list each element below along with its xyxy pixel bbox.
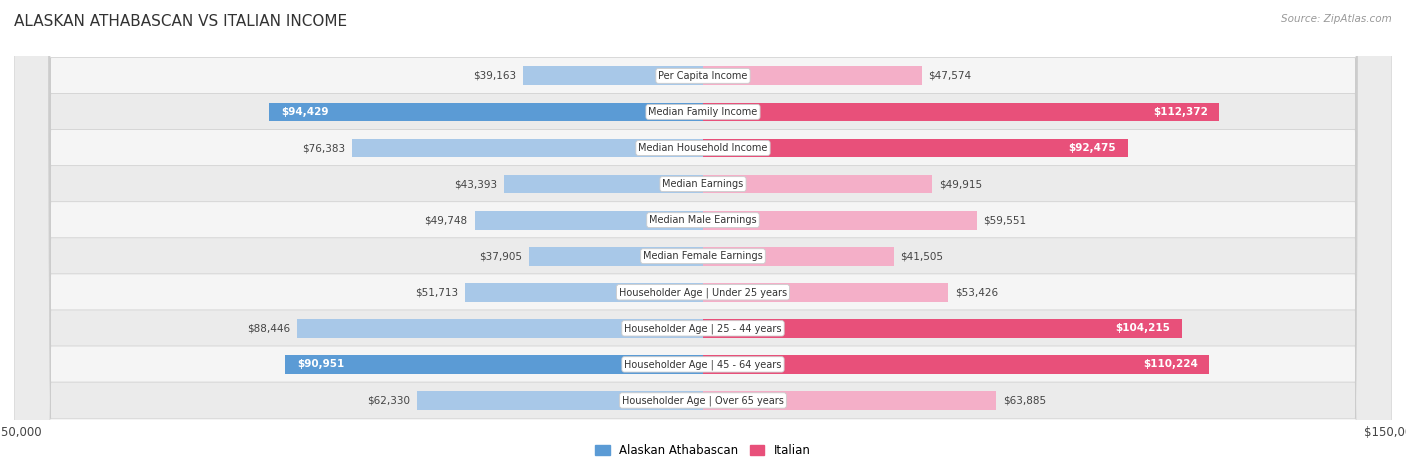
Bar <box>703 211 977 229</box>
Text: $53,426: $53,426 <box>955 287 998 297</box>
Text: $94,429: $94,429 <box>281 107 328 117</box>
Text: $62,330: $62,330 <box>367 396 409 405</box>
Text: ALASKAN ATHABASCAN VS ITALIAN INCOME: ALASKAN ATHABASCAN VS ITALIAN INCOME <box>14 14 347 29</box>
Bar <box>270 103 703 121</box>
Text: $49,915: $49,915 <box>939 179 983 189</box>
Text: $88,446: $88,446 <box>247 323 290 333</box>
Bar <box>503 175 703 193</box>
FancyBboxPatch shape <box>14 0 1392 467</box>
Text: $63,885: $63,885 <box>1004 396 1046 405</box>
FancyBboxPatch shape <box>14 0 1392 467</box>
FancyBboxPatch shape <box>14 0 1392 467</box>
Text: $59,551: $59,551 <box>983 215 1026 225</box>
Bar <box>703 66 921 85</box>
Bar <box>703 175 932 193</box>
FancyBboxPatch shape <box>14 0 1392 467</box>
Bar <box>703 103 1219 121</box>
Text: Householder Age | 45 - 64 years: Householder Age | 45 - 64 years <box>624 359 782 370</box>
FancyBboxPatch shape <box>14 0 1392 467</box>
Bar <box>352 139 703 157</box>
Text: Median Male Earnings: Median Male Earnings <box>650 215 756 225</box>
Text: Median Household Income: Median Household Income <box>638 143 768 153</box>
FancyBboxPatch shape <box>14 0 1392 467</box>
Text: Source: ZipAtlas.com: Source: ZipAtlas.com <box>1281 14 1392 24</box>
Bar <box>703 247 894 266</box>
Bar <box>416 391 703 410</box>
FancyBboxPatch shape <box>14 0 1392 467</box>
Bar <box>703 391 997 410</box>
Text: $51,713: $51,713 <box>415 287 458 297</box>
Bar <box>703 283 949 302</box>
Text: $92,475: $92,475 <box>1069 143 1116 153</box>
Text: Median Earnings: Median Earnings <box>662 179 744 189</box>
Text: $112,372: $112,372 <box>1153 107 1208 117</box>
Text: $39,163: $39,163 <box>472 71 516 81</box>
Bar <box>703 319 1181 338</box>
Text: Per Capita Income: Per Capita Income <box>658 71 748 81</box>
Text: $110,224: $110,224 <box>1143 360 1198 369</box>
Text: Median Family Income: Median Family Income <box>648 107 758 117</box>
Bar <box>703 355 1209 374</box>
Bar <box>297 319 703 338</box>
Text: Householder Age | Over 65 years: Householder Age | Over 65 years <box>621 395 785 406</box>
Text: Median Female Earnings: Median Female Earnings <box>643 251 763 261</box>
Bar <box>465 283 703 302</box>
Text: $90,951: $90,951 <box>297 360 344 369</box>
Text: $43,393: $43,393 <box>454 179 496 189</box>
Text: $37,905: $37,905 <box>479 251 522 261</box>
Text: $104,215: $104,215 <box>1115 323 1170 333</box>
Text: Householder Age | 25 - 44 years: Householder Age | 25 - 44 years <box>624 323 782 333</box>
Legend: Alaskan Athabascan, Italian: Alaskan Athabascan, Italian <box>591 439 815 462</box>
Text: $41,505: $41,505 <box>900 251 943 261</box>
Text: $76,383: $76,383 <box>302 143 346 153</box>
Text: $49,748: $49,748 <box>425 215 468 225</box>
FancyBboxPatch shape <box>14 0 1392 467</box>
Bar <box>529 247 703 266</box>
FancyBboxPatch shape <box>14 0 1392 467</box>
Bar <box>285 355 703 374</box>
Bar <box>523 66 703 85</box>
Text: Householder Age | Under 25 years: Householder Age | Under 25 years <box>619 287 787 297</box>
Bar <box>474 211 703 229</box>
Bar <box>703 139 1128 157</box>
Text: $47,574: $47,574 <box>928 71 972 81</box>
FancyBboxPatch shape <box>14 0 1392 467</box>
